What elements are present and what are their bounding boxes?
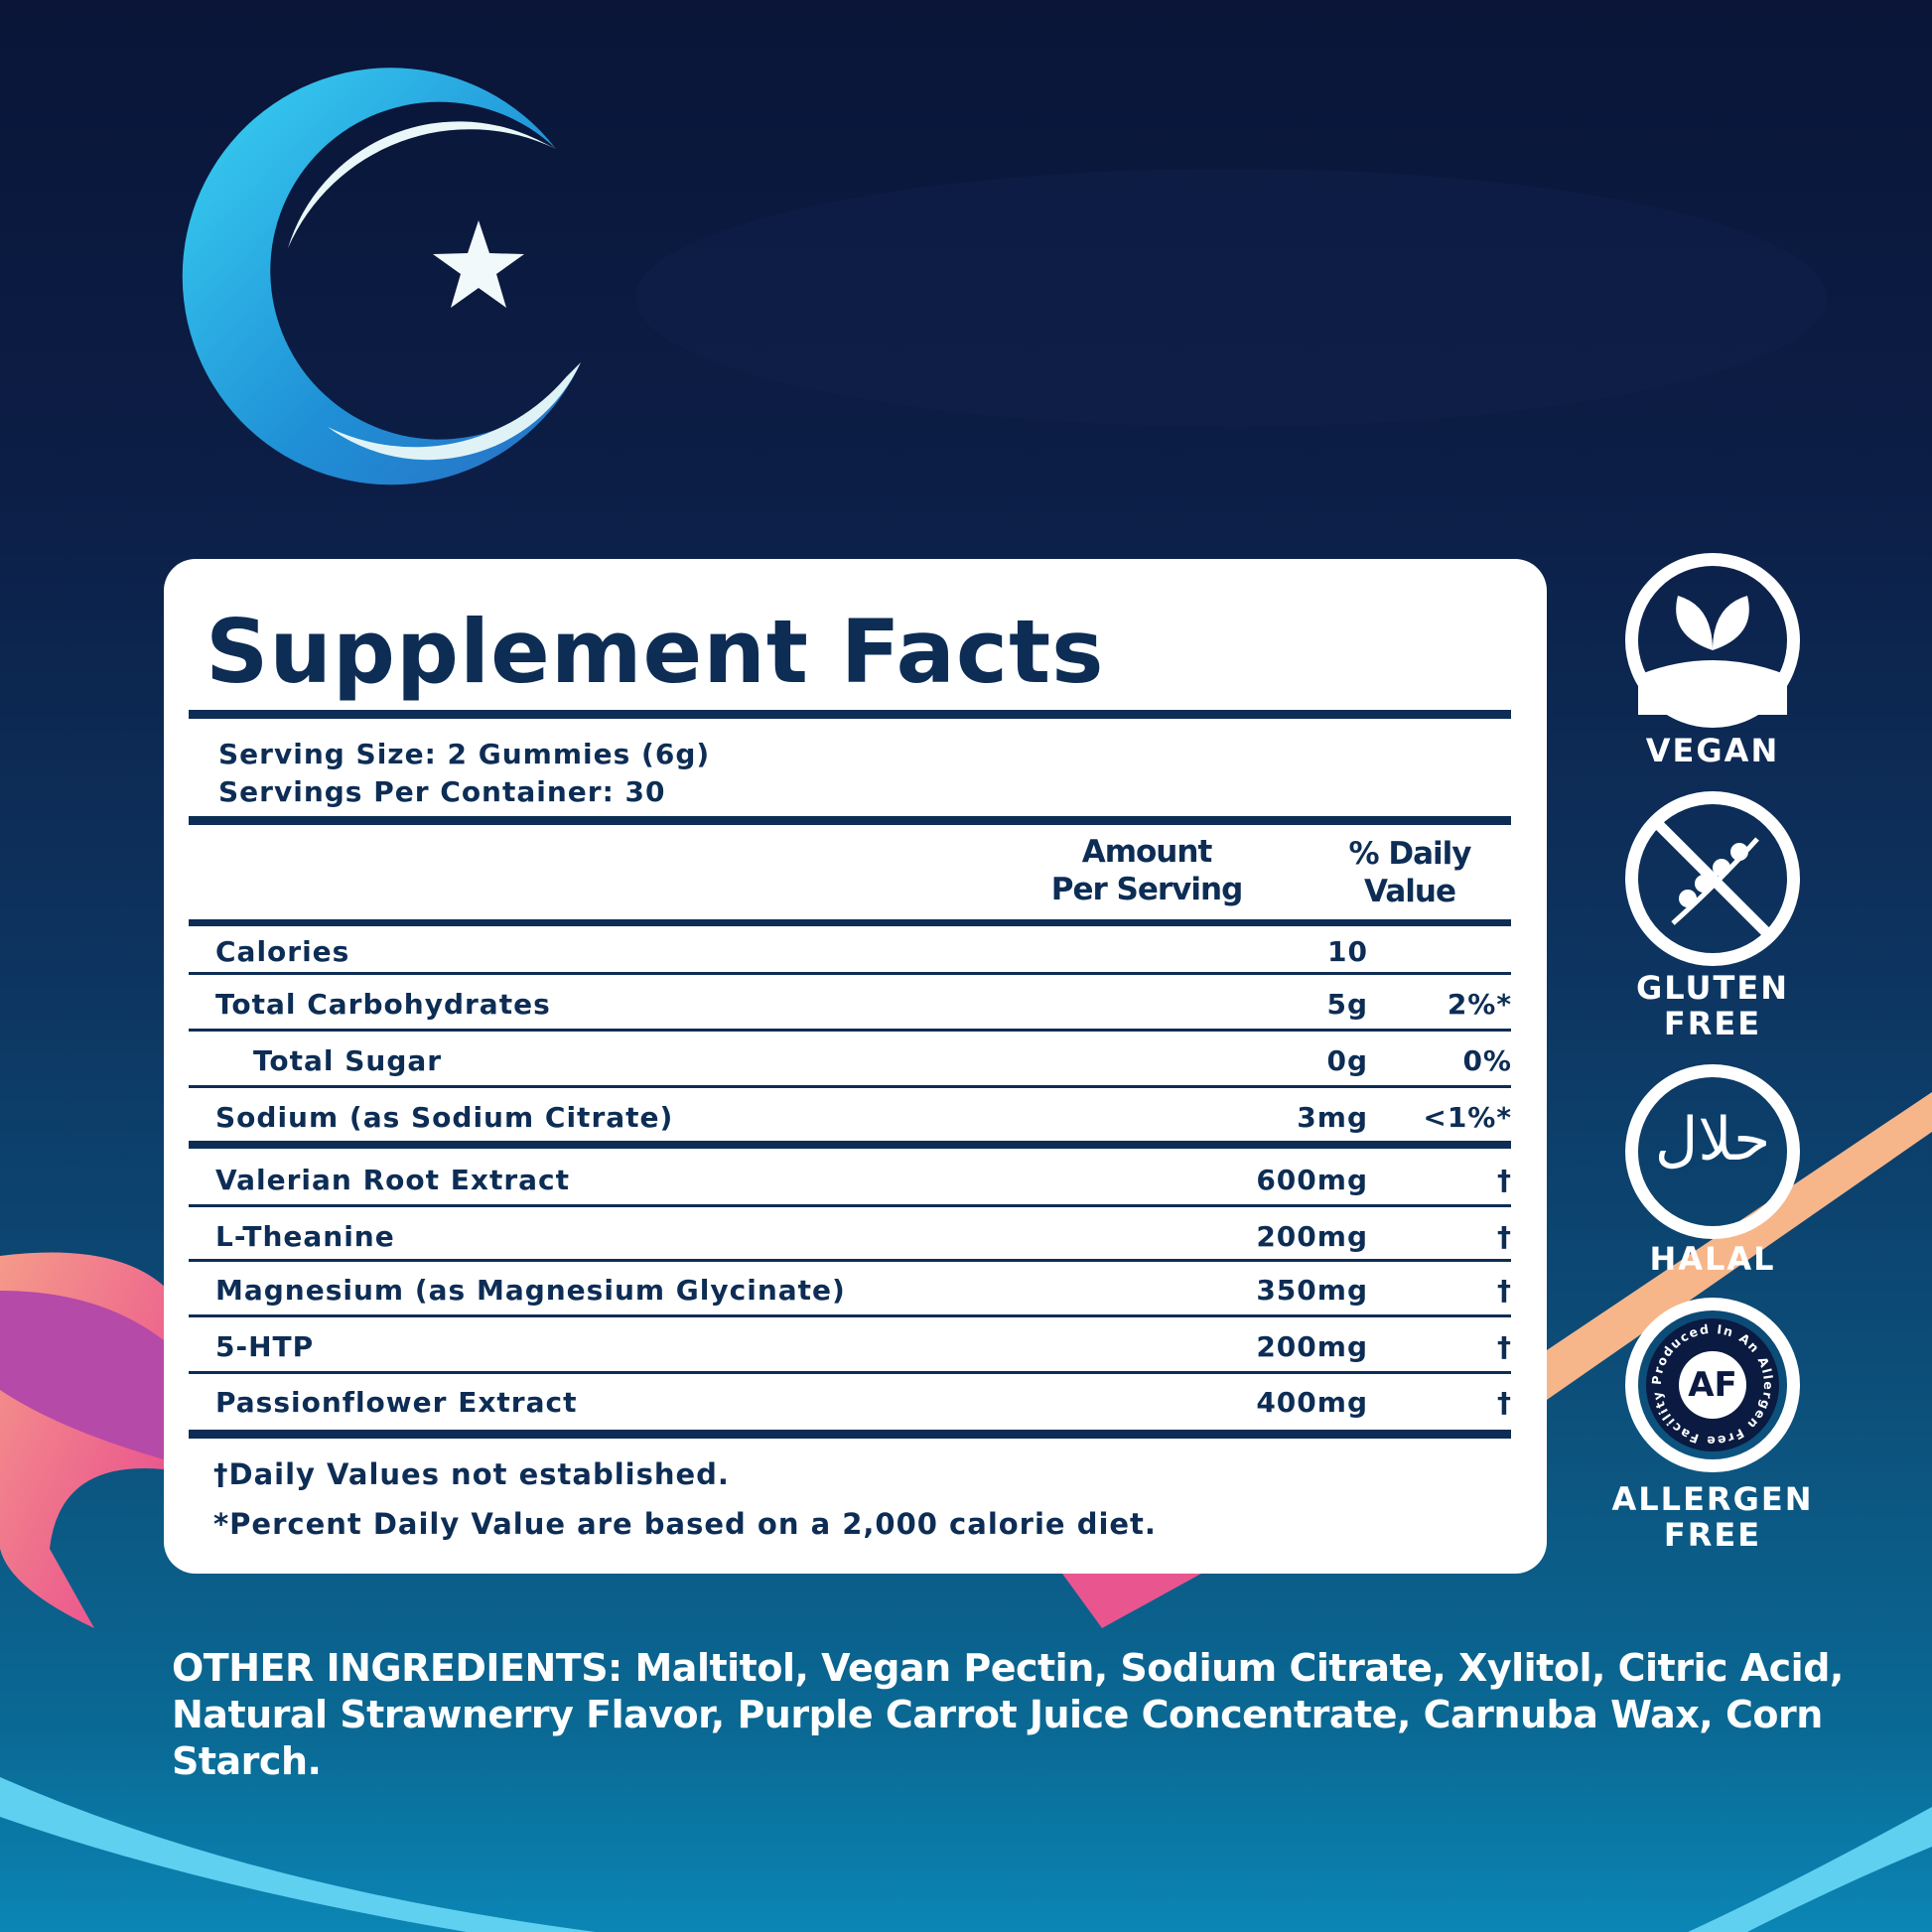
cyan-wave-left xyxy=(0,1777,596,1932)
nutrient-amount: 400mg xyxy=(1256,1386,1368,1419)
nutrient-daily-value: <1%* xyxy=(1423,1101,1512,1134)
nutrient-daily-value: † xyxy=(1497,1220,1512,1253)
divider xyxy=(189,710,1511,719)
servings-per-container: Servings Per Container: 30 xyxy=(218,775,666,808)
af-mark: AF xyxy=(1679,1351,1746,1419)
divider xyxy=(189,1371,1511,1374)
pink-tip xyxy=(1062,1574,1201,1628)
allergen-free-label-line1: ALLERGEN xyxy=(1611,1480,1814,1518)
header-dv-line1: % Daily xyxy=(1348,836,1472,872)
nutrient-daily-value: † xyxy=(1497,1386,1512,1419)
header-dv-line2: Value xyxy=(1364,874,1456,909)
gluten-free-label-line2: FREE xyxy=(1663,1005,1762,1042)
vegan-badge xyxy=(1625,553,1800,728)
nutrient-name: Total Sugar xyxy=(253,1044,443,1077)
nutrient-daily-value: † xyxy=(1497,1330,1512,1363)
other-ingredients-text: Maltitol, Vegan Pectin, Sodium Citrate, … xyxy=(172,1646,1844,1783)
table-row: Sodium (as Sodium Citrate) 3mg <1%* xyxy=(164,1097,1547,1137)
nutrient-name: Sodium (as Sodium Citrate) xyxy=(215,1101,674,1134)
peach-stripe xyxy=(1547,1092,1932,1400)
nutrient-name: Calories xyxy=(215,935,350,968)
nutrient-amount: 10 xyxy=(1327,935,1368,968)
table-row: 5-HTP 200mg † xyxy=(164,1326,1547,1366)
nutrient-amount: 200mg xyxy=(1256,1220,1368,1253)
table-row: Calories 10 xyxy=(164,931,1547,971)
panel-title: Supplement Facts xyxy=(206,601,1105,703)
divider xyxy=(189,1430,1511,1439)
divider xyxy=(189,1314,1511,1317)
nutrient-amount: 600mg xyxy=(1256,1164,1368,1196)
allergen-free-badge: Produced In An Allergen Free Facility AF xyxy=(1625,1298,1800,1472)
divider xyxy=(189,1259,1511,1262)
header-daily-value: % Daily Value xyxy=(1330,835,1489,910)
supplement-facts-panel: Supplement Facts Serving Size: 2 Gummies… xyxy=(164,559,1547,1574)
divider xyxy=(189,1029,1511,1032)
divider xyxy=(189,1085,1511,1088)
footnote-percent: *Percent Daily Value are based on a 2,00… xyxy=(213,1507,1157,1541)
nutrient-amount: 5g xyxy=(1326,988,1368,1021)
table-row: Total Sugar 0g 0% xyxy=(164,1040,1547,1080)
halal-label: HALAL xyxy=(1649,1240,1776,1278)
nutrient-amount: 0g xyxy=(1326,1044,1368,1077)
halal-badge: حلال xyxy=(1625,1064,1800,1239)
nutrient-name: Magnesium (as Magnesium Glycinate) xyxy=(215,1274,846,1307)
footnote-daily-values: †Daily Values not established. xyxy=(213,1457,730,1491)
divider xyxy=(189,816,1511,825)
cyan-wave-right xyxy=(1688,1807,1932,1932)
nutrient-amount: 350mg xyxy=(1256,1274,1368,1307)
no-wheat-icon xyxy=(1652,818,1773,939)
header-amount: Amount Per Serving xyxy=(1018,833,1276,908)
allergen-free-label-line2: FREE xyxy=(1663,1516,1762,1554)
nutrient-daily-value: 0% xyxy=(1462,1044,1512,1077)
vegan-label: VEGAN xyxy=(1645,732,1780,769)
header-amount-line2: Per Serving xyxy=(1050,872,1244,907)
divider xyxy=(189,919,1511,926)
nutrient-amount: 3mg xyxy=(1297,1101,1368,1134)
other-ingredients-label: OTHER INGREDIENTS: xyxy=(172,1646,622,1690)
serving-size: Serving Size: 2 Gummies (6g) xyxy=(218,738,711,770)
blurred-brand-area xyxy=(635,169,1827,427)
divider xyxy=(189,1204,1511,1207)
nutrient-amount: 200mg xyxy=(1256,1330,1368,1363)
nutrient-daily-value: 2%* xyxy=(1447,988,1512,1021)
table-row: Magnesium (as Magnesium Glycinate) 350mg… xyxy=(164,1270,1547,1310)
allergen-free-icon: Produced In An Allergen Free Facility AF xyxy=(1646,1318,1779,1451)
nutrient-name: Passionflower Extract xyxy=(215,1386,578,1419)
nutrient-name: L-Theanine xyxy=(215,1220,395,1253)
gluten-free-label-line1: GLUTEN xyxy=(1636,969,1789,1007)
nutrient-daily-value: † xyxy=(1497,1274,1512,1307)
table-row: Valerian Root Extract 600mg † xyxy=(164,1160,1547,1199)
leaf-icon xyxy=(1638,596,1787,715)
table-row: L-Theanine 200mg † xyxy=(164,1216,1547,1256)
nutrient-name: 5-HTP xyxy=(215,1330,315,1363)
nutrient-name: Valerian Root Extract xyxy=(215,1164,571,1196)
star-icon xyxy=(433,220,524,308)
gluten-free-label: GLUTEN FREE xyxy=(1588,970,1837,1041)
nutrient-name: Total Carbohydrates xyxy=(215,988,551,1021)
header-amount-line1: Amount xyxy=(1081,834,1213,870)
halal-icon: حلال xyxy=(1654,1105,1771,1174)
moon-logo xyxy=(182,68,582,485)
divider xyxy=(189,972,1511,975)
table-row: Total Carbohydrates 5g 2%* xyxy=(164,984,1547,1024)
table-row: Passionflower Extract 400mg † xyxy=(164,1382,1547,1422)
gluten-free-badge xyxy=(1625,791,1800,966)
divider xyxy=(189,1141,1511,1149)
allergen-free-label: ALLERGEN FREE xyxy=(1588,1481,1837,1553)
nutrient-daily-value: † xyxy=(1497,1164,1512,1196)
other-ingredients: OTHER INGREDIENTS: Maltitol, Vegan Pecti… xyxy=(172,1645,1879,1785)
